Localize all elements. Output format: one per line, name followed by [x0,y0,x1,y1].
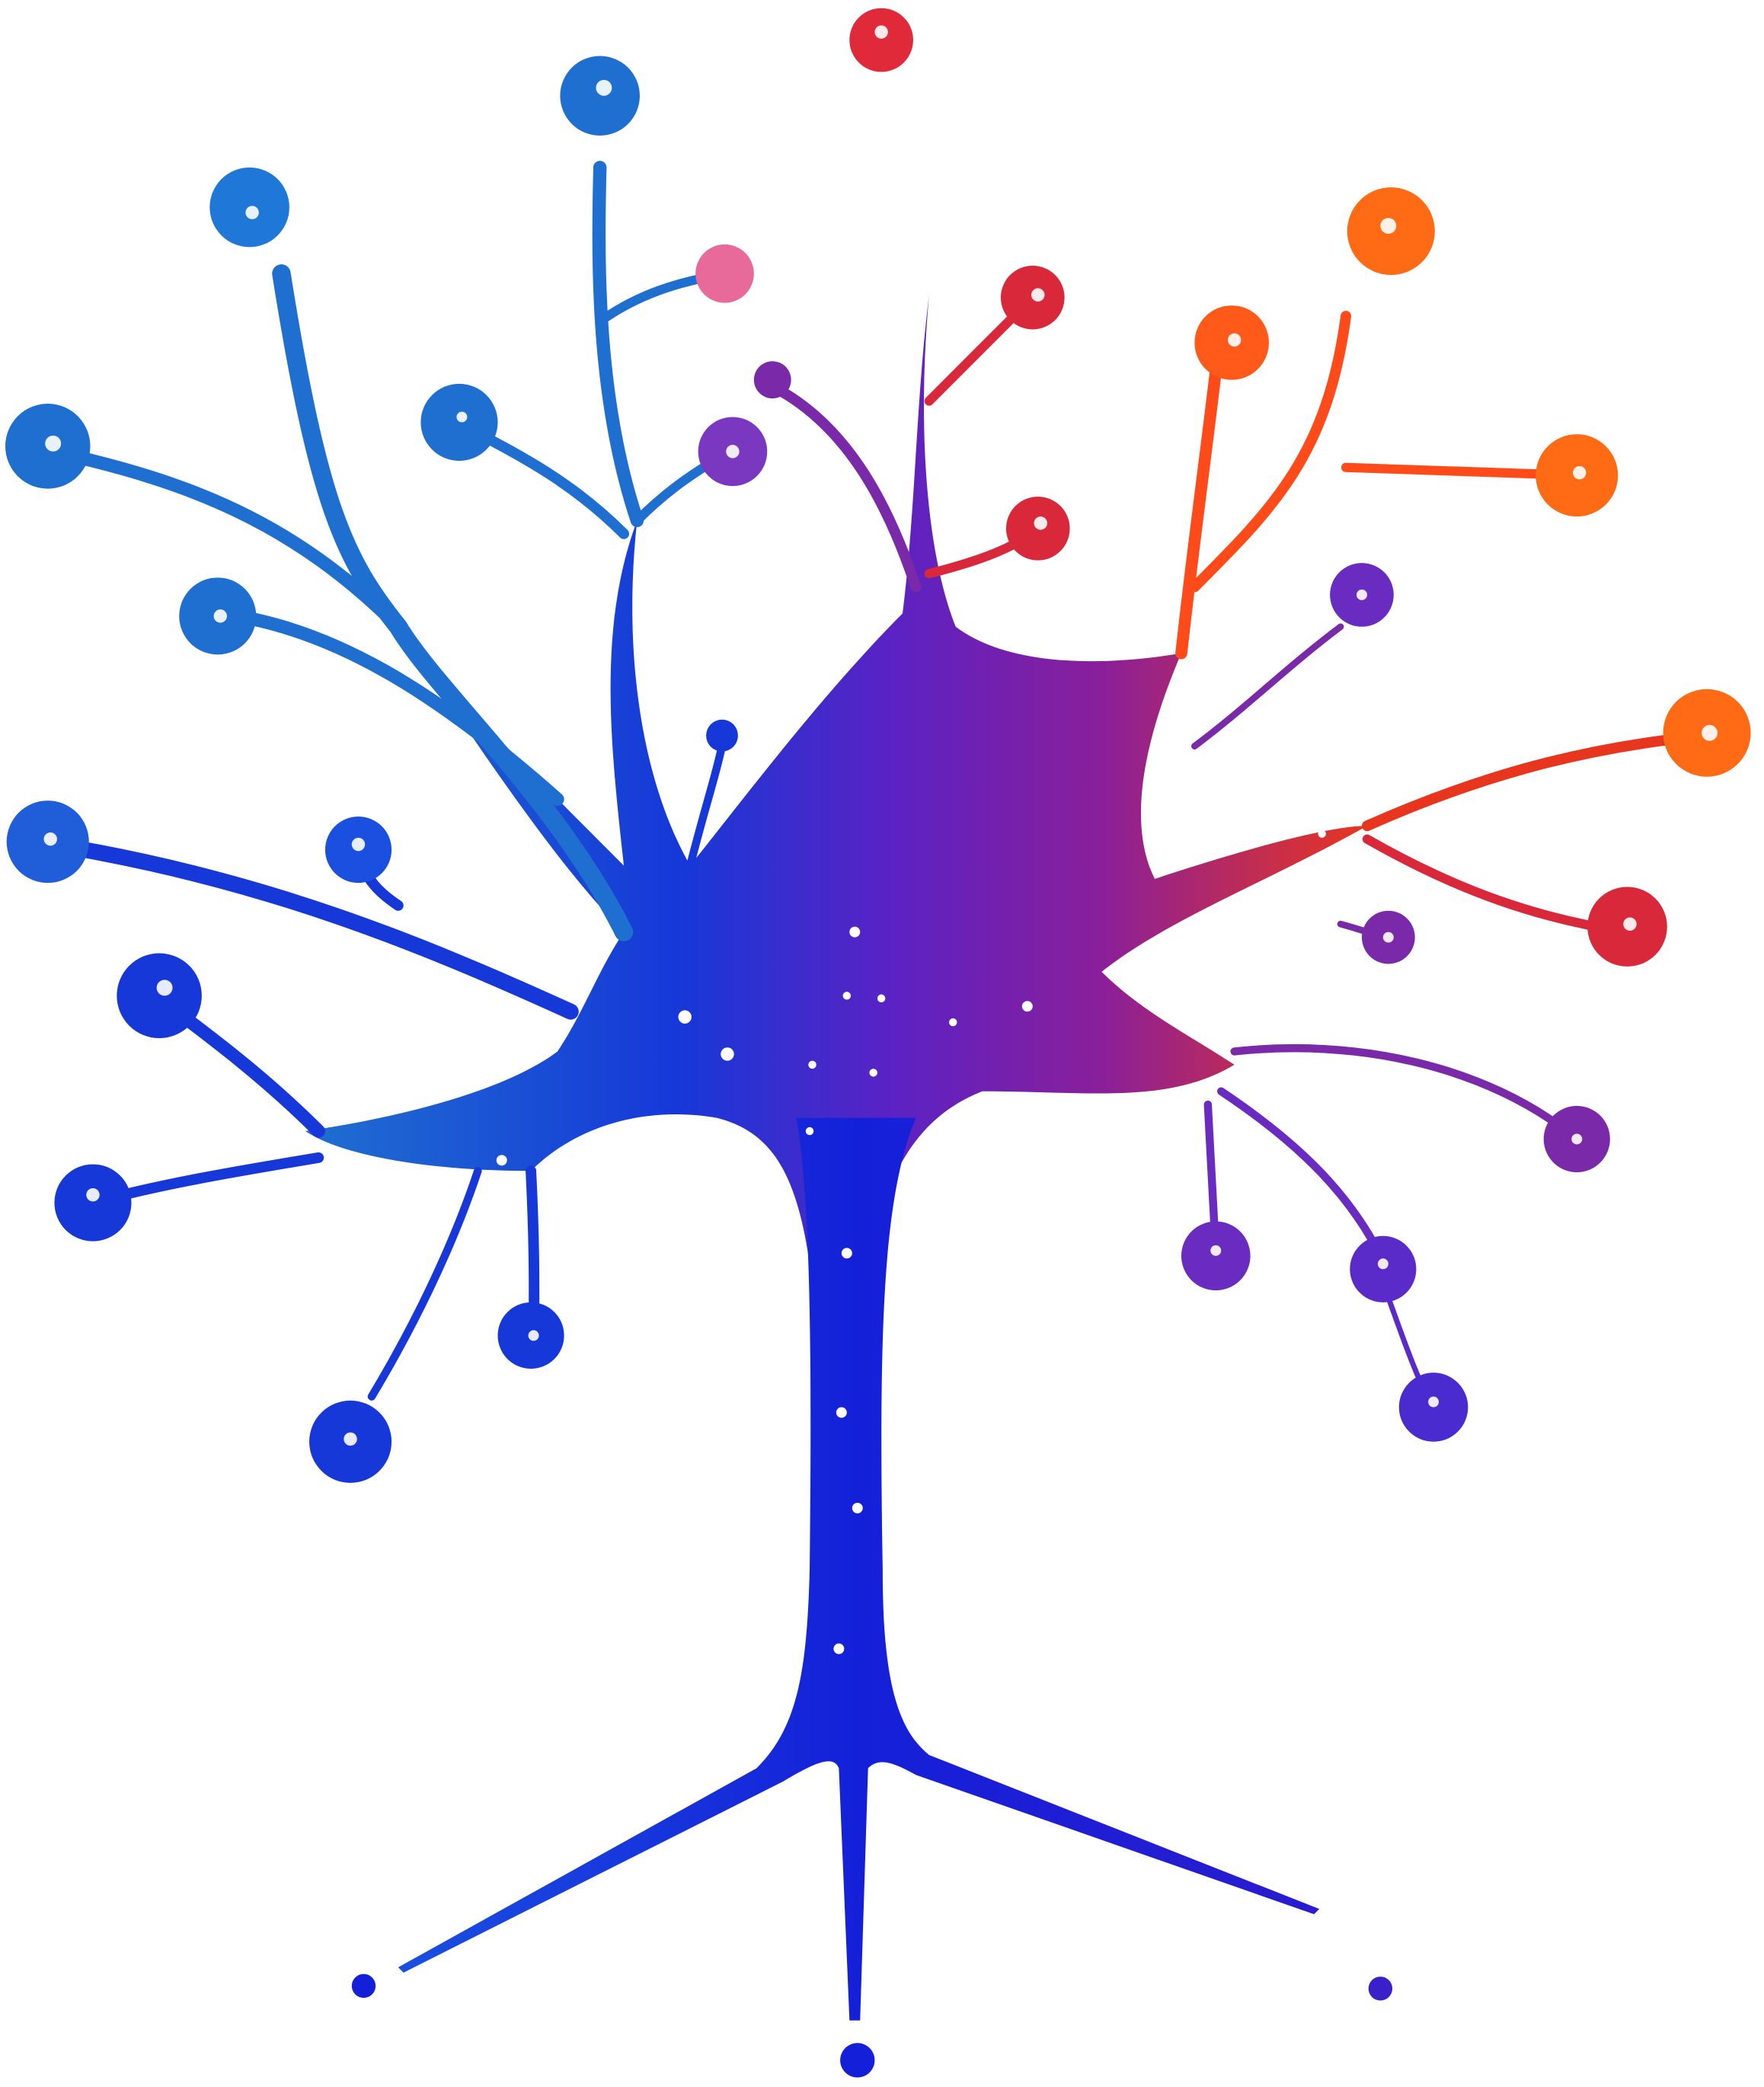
root-node [840,2043,875,2078]
leaf-node [849,8,913,72]
leaf-node [753,361,791,399]
leaf-node [54,1164,132,1242]
leaf-node [420,383,498,461]
root-node [1368,1977,1393,2001]
root-node [351,1974,376,1998]
leaf-node [695,244,754,303]
leaf-node [1350,1235,1417,1302]
leaf-node [560,56,640,136]
branches [45,161,1713,1408]
leaf-nodes [5,8,1751,2078]
leaf-node [117,953,202,1039]
tree-core [305,295,1367,1264]
trunk-sparkles [496,651,1326,1654]
node-highlights [43,25,1718,1446]
tree-trunk [398,1117,1320,2021]
leaf-node [706,719,738,752]
